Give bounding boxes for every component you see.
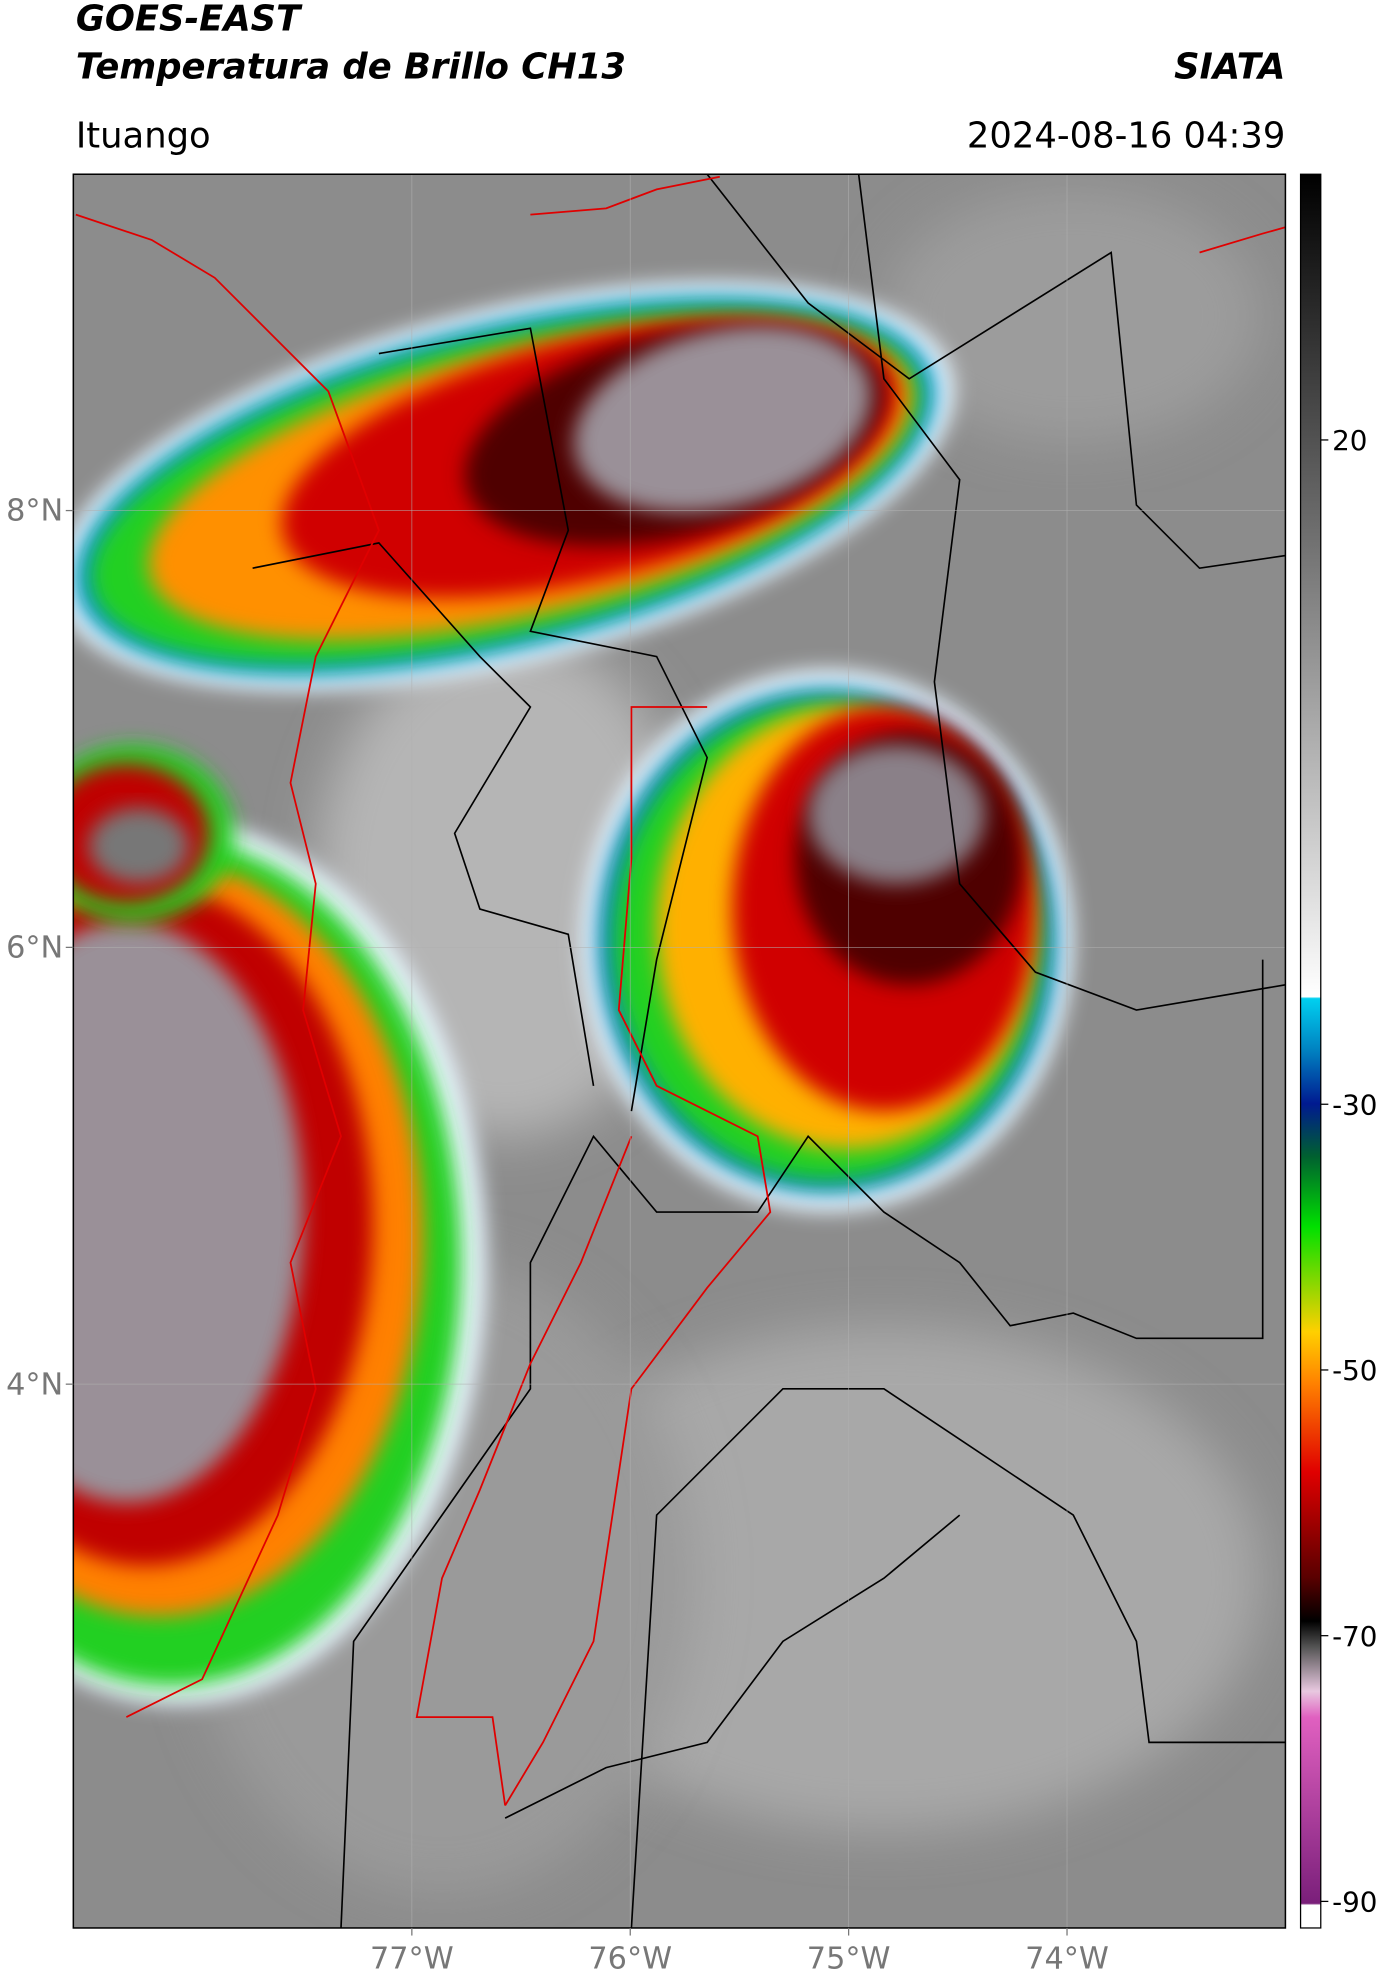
y-tick-label: 6°N (6, 930, 63, 965)
region-label: Ituango (76, 116, 211, 157)
colorbar-tick-label: -30 (1332, 1088, 1377, 1121)
y-tick-label: 8°N (6, 494, 63, 529)
satellite-title: GOES-EAST (76, 0, 303, 39)
satellite-image (73, 174, 1286, 1928)
x-tick-label: 77°W (370, 1941, 454, 1976)
product-title: Temperatura de Brillo CH13 (76, 46, 626, 87)
x-tick-label: 74°W (1025, 1941, 1109, 1976)
colorbar-tick-label: 20 (1332, 424, 1367, 457)
x-tick-label: 75°W (807, 1941, 891, 1976)
x-tick-label: 76°W (588, 1941, 672, 1976)
map-frame (72, 173, 1287, 1929)
colorbar-tick-label: -50 (1332, 1354, 1377, 1387)
agency-label: SIATA (1174, 46, 1285, 87)
datetime-label: 2024-08-16 04:39 (967, 116, 1286, 157)
colorbar (1299, 173, 1322, 1929)
colorbar-tick-label: -70 (1332, 1620, 1377, 1653)
colorbar-tick-label: -90 (1332, 1886, 1377, 1919)
y-tick-label: 4°N (6, 1367, 63, 1402)
